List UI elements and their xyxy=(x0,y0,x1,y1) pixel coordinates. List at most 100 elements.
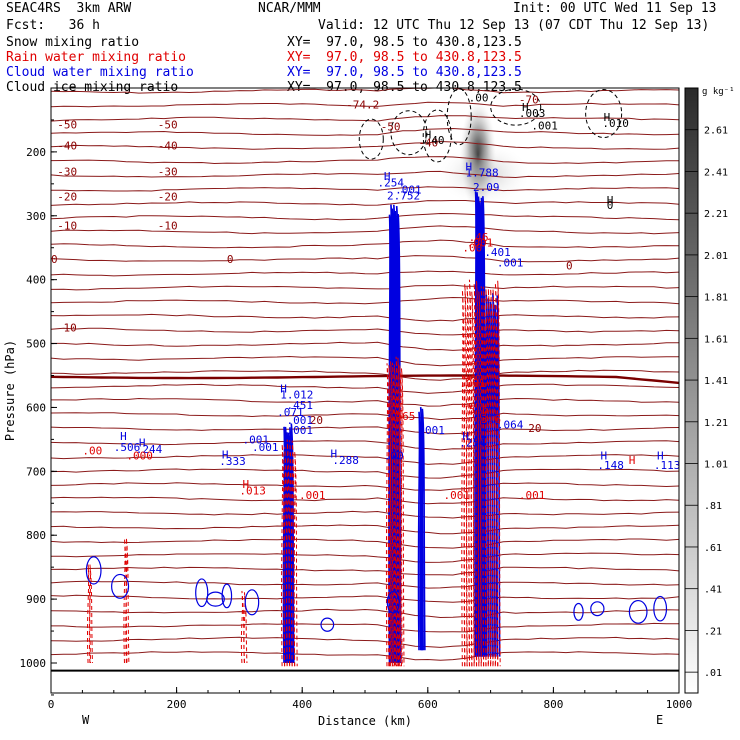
temperature-contour xyxy=(51,440,679,451)
data-label: .001 xyxy=(531,120,558,133)
rain-water-contour xyxy=(393,364,398,667)
colorbar-label: 1.41 xyxy=(704,376,728,387)
data-label: H xyxy=(601,449,608,462)
x-tick-label: 0 xyxy=(48,698,55,711)
temperature-contour xyxy=(51,510,679,519)
field-rain-label: Rain water mixing ratio xyxy=(6,50,187,65)
temperature-contour xyxy=(51,651,679,661)
cloud-ice-contour xyxy=(358,118,384,160)
temperature-contour xyxy=(51,212,679,221)
colorbar-label: 2.41 xyxy=(704,167,728,178)
data-label: .333 xyxy=(219,455,246,468)
data-label: H xyxy=(462,430,469,443)
temperature-contour xyxy=(51,496,679,505)
x-axis-title: Distance (km) xyxy=(318,714,412,728)
data-label: H xyxy=(522,101,529,114)
data-label: .451 xyxy=(287,399,314,412)
data-label: .254 xyxy=(459,437,486,450)
temperature-contour xyxy=(51,412,679,421)
data-label: H xyxy=(607,194,614,207)
data-label: 1.012 xyxy=(280,389,313,402)
cloud-ice-contour xyxy=(446,88,472,146)
field-snow-label: Snow mixing ratio xyxy=(6,35,140,50)
east-label: E xyxy=(656,713,663,727)
contour-label: -40 xyxy=(57,140,77,153)
cloud-water-blob xyxy=(320,617,335,632)
data-label: H xyxy=(384,170,391,183)
rain-water-contour xyxy=(240,590,245,664)
cloud-water-blob xyxy=(653,595,668,622)
temperature-contour xyxy=(51,88,679,94)
contour-label: -30 xyxy=(57,166,77,179)
data-label: H xyxy=(657,449,664,462)
data-label: .001 xyxy=(243,433,269,446)
rain-water-contour xyxy=(391,362,396,667)
colorbar-label: 1.81 xyxy=(704,293,728,304)
cloud-water-blob xyxy=(195,578,209,608)
data-label: 3.6 xyxy=(481,413,501,426)
colorbar-label: 2.61 xyxy=(704,126,728,137)
freezing-level-contour xyxy=(51,374,679,385)
temperature-contour xyxy=(51,127,679,136)
data-label: H xyxy=(139,437,146,450)
rain-water-contour xyxy=(496,280,501,667)
temperature-contour xyxy=(51,355,679,367)
data-label: .001 xyxy=(287,414,314,427)
rain-water-contour xyxy=(468,279,473,667)
field-cloudwater-xy: XY= 97.0, 98.5 to 430.8,123.5 xyxy=(287,65,522,80)
rain-water-contour xyxy=(396,357,401,667)
contour-label: 0 xyxy=(51,253,58,266)
temperature-contour xyxy=(51,296,679,305)
rain-water-contour xyxy=(473,283,478,667)
data-label: .148 xyxy=(597,459,624,472)
data-label: .00 xyxy=(469,92,489,105)
temperature-contour xyxy=(51,101,679,108)
data-label: H xyxy=(465,161,472,174)
west-label: W xyxy=(82,713,90,727)
colorbar-ramp xyxy=(684,87,699,694)
temperature-contour xyxy=(51,383,679,394)
init-time: Init: 00 UTC Wed 11 Sep 13 xyxy=(513,1,717,16)
rain-water-contour xyxy=(398,365,403,667)
data-label: .254 xyxy=(378,177,405,190)
colorbar-label: .21 xyxy=(704,626,722,637)
temperature-contour xyxy=(51,538,679,549)
data-label: .113 xyxy=(654,459,681,472)
rain-water-contour xyxy=(288,440,293,667)
contour-label: -10 xyxy=(57,219,77,232)
field-cloudwater-label: Cloud water mixing ratio xyxy=(6,65,194,80)
temperature-contour xyxy=(51,594,679,603)
temperature-contour xyxy=(51,636,679,648)
cloud-water-blob xyxy=(386,591,400,614)
model-title: SEAC4RS 3km ARW xyxy=(6,1,132,16)
cloud-water-blob xyxy=(244,589,260,616)
temperature-contour xyxy=(51,397,679,407)
data-label: .001 xyxy=(459,377,486,390)
data-label: .00 xyxy=(82,444,102,457)
temperature-contour xyxy=(51,482,679,491)
colorbar-label: 2.21 xyxy=(704,209,728,220)
temperature-contour xyxy=(51,341,679,351)
data-label: 5.6 xyxy=(469,403,489,416)
data-label: .001 xyxy=(299,489,326,502)
data-label: H xyxy=(120,430,127,443)
y-tick-label: 500 xyxy=(26,338,46,351)
contour-label: 0 xyxy=(566,260,573,273)
temperature-contour xyxy=(51,454,679,465)
colorbar-label: 2.01 xyxy=(704,251,728,262)
data-label: H xyxy=(604,111,611,124)
contour-label: -40 xyxy=(158,140,178,153)
temperature-contour xyxy=(51,426,679,435)
data-label: .000 xyxy=(126,449,153,462)
rain-water-contour xyxy=(286,439,291,667)
data-label: .003 xyxy=(519,107,546,120)
y-tick-label: 800 xyxy=(26,529,46,542)
data-label: 2.09 xyxy=(473,181,500,194)
temperature-contour xyxy=(51,225,679,235)
data-label: H xyxy=(629,454,636,467)
contour-label: -20 xyxy=(158,191,178,204)
temperature-contour xyxy=(51,369,679,381)
cloud-water-contour xyxy=(421,408,426,651)
snow-shading-halo xyxy=(439,144,530,205)
